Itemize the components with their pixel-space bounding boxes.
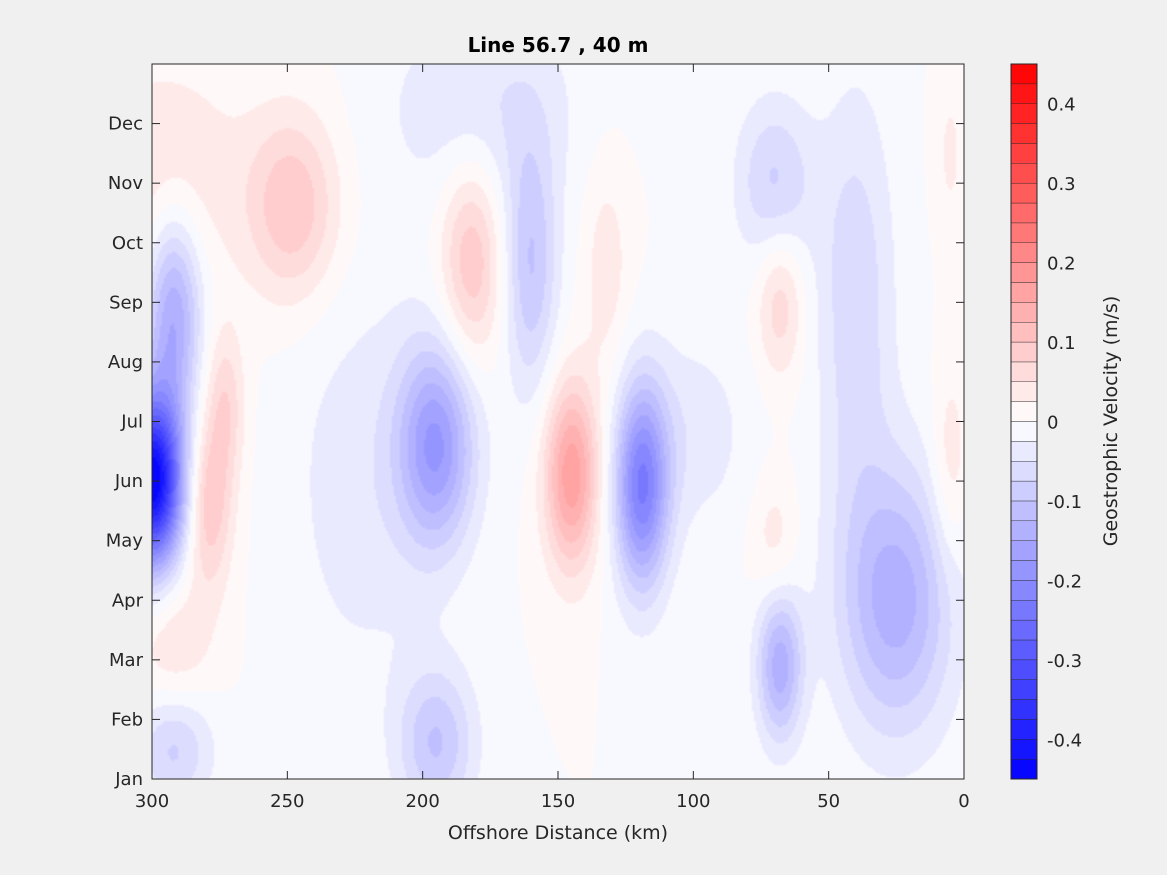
colorbar-band	[1010, 480, 1038, 502]
colorbar-band	[1010, 739, 1038, 760]
colorbar-tick-label: 0.2	[1047, 254, 1076, 275]
colorbar-band	[1010, 619, 1038, 641]
colorbar-band	[1010, 222, 1038, 243]
colorbar-frame	[1010, 63, 1038, 780]
colorbar-band	[1010, 600, 1038, 621]
colorbar-label: Geostrophic Velocity (m/s)	[1100, 296, 1122, 546]
x-axis: 300 250 200 150 100 50 0	[135, 64, 970, 812]
colorbar-bands	[1010, 63, 1038, 780]
x-tick-label: 100	[676, 791, 710, 812]
colorbar-band	[1010, 461, 1038, 482]
colorbar-band	[1010, 361, 1038, 382]
y-tick-label: Jul	[120, 412, 143, 433]
colorbar-band	[1010, 302, 1038, 323]
y-tick-label: Apr	[112, 590, 144, 611]
colorbar-band	[1010, 421, 1038, 442]
colorbar-band	[1010, 321, 1038, 343]
y-tick-label: Dec	[108, 114, 143, 135]
x-tick-label: 0	[958, 791, 969, 812]
x-tick-label: 300	[135, 791, 169, 812]
y-tick-label: Mar	[109, 650, 144, 671]
x-tick-label: 200	[405, 791, 439, 812]
y-axis: Jan Feb Mar Apr May Jun Jul Aug Sep Oct Nov Dec	[106, 114, 964, 790]
colorbar-band	[1010, 401, 1038, 422]
colorbar-tick-label: -0.1	[1047, 492, 1082, 513]
y-tick-label: Nov	[108, 173, 143, 194]
colorbar-band	[1010, 639, 1038, 661]
colorbar-band	[1010, 540, 1038, 561]
colorbar-band	[1010, 699, 1038, 720]
colorbar-band	[1010, 103, 1038, 124]
colorbar-tick-label: -0.3	[1047, 651, 1082, 672]
y-tick-label: May	[106, 531, 144, 552]
y-tick-label: Sep	[109, 292, 143, 313]
colorbar-band	[1010, 282, 1038, 303]
colorbar-band	[1010, 500, 1038, 522]
colorbar-ticks: 0.4 0.3 0.2 0.1 0 -0.1 -0.2 -0.3 -0.4	[1047, 95, 1082, 752]
colorbar-band	[1010, 560, 1038, 581]
colorbar-tick-label: 0.3	[1047, 174, 1076, 195]
colorbar-band	[1010, 719, 1038, 740]
y-tick-label: Jan	[114, 769, 143, 790]
colorbar-band	[1010, 143, 1038, 164]
colorbar-tick-label: -0.2	[1047, 571, 1082, 592]
colorbar-band	[1010, 659, 1038, 680]
colorbar-band	[1010, 123, 1038, 144]
x-axis-label: Offshore Distance (km)	[448, 822, 668, 844]
colorbar-band	[1010, 441, 1038, 462]
y-tick-label: Feb	[111, 709, 143, 730]
chart-title: Line 56.7 , 40 m	[468, 33, 649, 57]
colorbar-band	[1010, 83, 1038, 104]
colorbar-tick-label: 0	[1047, 413, 1058, 434]
y-tick-label: Jun	[114, 471, 143, 492]
colorbar-band	[1010, 63, 1038, 85]
y-tick-label: Oct	[112, 233, 143, 254]
colorbar-band	[1010, 262, 1038, 283]
x-tick-label: 150	[541, 791, 575, 812]
colorbar-band	[1010, 341, 1038, 363]
colorbar: 0.4 0.3 0.2 0.1 0 -0.1 -0.2 -0.3 -0.4	[1010, 63, 1082, 780]
y-tick-label: Aug	[108, 352, 143, 373]
colorbar-tick-label: -0.4	[1047, 730, 1082, 751]
colorbar-tick-label: 0.1	[1047, 333, 1076, 354]
colorbar-band	[1010, 242, 1038, 263]
colorbar-band	[1010, 520, 1038, 541]
x-tick-label: 250	[270, 791, 304, 812]
colorbar-band	[1010, 580, 1038, 601]
colorbar-band	[1010, 758, 1038, 780]
colorbar-tick-label: 0.4	[1047, 95, 1076, 116]
colorbar-band	[1010, 163, 1038, 184]
colorbar-band	[1010, 202, 1038, 224]
velocity-contour-field	[152, 64, 964, 779]
colorbar-band	[1010, 381, 1038, 402]
colorbar-band	[1010, 679, 1038, 700]
x-tick-label: 50	[817, 791, 840, 812]
colorbar-band	[1010, 182, 1038, 204]
